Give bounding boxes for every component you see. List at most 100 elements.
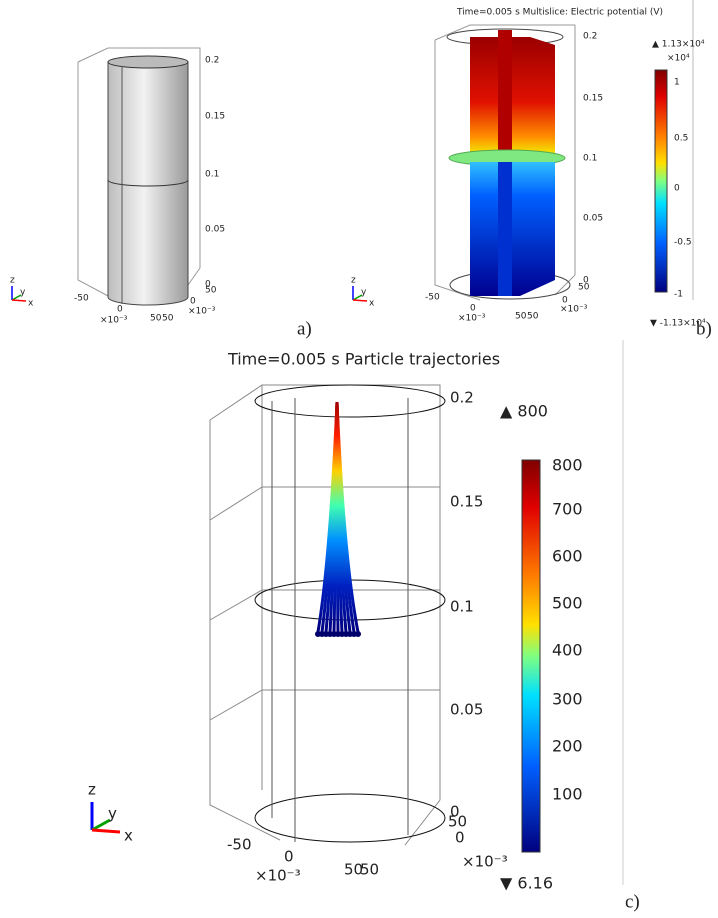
colorbar-tick-label: 200 xyxy=(552,737,583,756)
plot-title: Time=0.005 s Particle trajectories xyxy=(227,350,500,369)
triad-label: x xyxy=(369,299,375,309)
z-tick-label: 0.15 xyxy=(205,112,225,122)
triad-x xyxy=(352,299,368,302)
z-tick-label: 0.1 xyxy=(583,154,597,164)
panel-label: c) xyxy=(625,891,640,912)
colorbar-tick-label: 700 xyxy=(552,500,583,519)
y-exponent: ×10⁻³ xyxy=(188,307,216,317)
x-tick-label: 50 xyxy=(515,312,527,322)
slice-upper xyxy=(498,30,512,155)
triad-label: x xyxy=(28,299,34,309)
z-tick-label: 0 xyxy=(450,803,460,821)
frame xyxy=(404,799,441,846)
y-tick-label: 50 xyxy=(527,312,539,322)
panel-label: a) xyxy=(297,318,312,339)
x-tick-label: -50 xyxy=(74,294,89,304)
z-tick-label: 0.05 xyxy=(450,701,483,719)
x-tick-label: 0 xyxy=(117,305,123,315)
frame xyxy=(77,62,111,298)
axis-triad xyxy=(352,286,368,302)
cylinder-seam xyxy=(107,179,189,187)
plot-title: Time=0.005 s Multislice: Electric potent… xyxy=(456,8,663,18)
y-exponent: ×10⁻³ xyxy=(560,305,588,315)
colorbar-min: ▼ -1.13×10⁴ xyxy=(650,319,706,329)
cylinder-top xyxy=(254,384,446,418)
triad-label: z xyxy=(88,781,96,799)
triad-label: z xyxy=(10,276,15,286)
y-tick-label: 50 xyxy=(162,314,174,324)
axis-triad xyxy=(90,802,121,834)
triad-x xyxy=(11,299,27,302)
colorbar-tick-label: 800 xyxy=(552,456,583,475)
x-exponent: ×10⁻³ xyxy=(458,314,486,324)
y-tick-label: 50 xyxy=(448,813,467,831)
panel-a xyxy=(77,47,201,306)
frame xyxy=(77,47,201,268)
y-tick-label: 0 xyxy=(562,296,568,306)
triad-label: y xyxy=(20,288,26,298)
z-tick-label: 0.2 xyxy=(583,32,597,42)
x-tick-label: -50 xyxy=(425,293,440,303)
colorbar-tick-label: 100 xyxy=(552,785,583,804)
colorbar-max: ▲ 800 xyxy=(500,402,548,421)
colorbar xyxy=(654,69,668,293)
x-tick-label: -50 xyxy=(227,836,252,854)
x-exponent: ×10⁻³ xyxy=(255,867,301,885)
x-tick-label: 50 xyxy=(150,314,162,324)
frame xyxy=(434,40,481,301)
axis-triad xyxy=(11,286,27,302)
x-tick-label: 0 xyxy=(284,848,294,866)
triad-x xyxy=(91,828,121,834)
colorbar-tick-label: 400 xyxy=(552,641,583,660)
y-tick-label: 0 xyxy=(455,829,465,847)
trajectory xyxy=(335,401,360,633)
colorbar-tick-label: -1 xyxy=(674,290,683,300)
z-tick-label: 0.05 xyxy=(205,225,225,235)
frame xyxy=(434,24,576,275)
slice-lower xyxy=(470,162,555,296)
frame xyxy=(187,267,201,286)
triad-y xyxy=(91,818,111,832)
y-exponent: ×10⁻³ xyxy=(462,853,508,871)
frame xyxy=(554,274,576,296)
z-tick-label: 0.15 xyxy=(450,493,483,511)
triad-y xyxy=(352,294,363,301)
grid xyxy=(209,486,263,521)
panel-b xyxy=(434,0,694,301)
colorbar-tick-label: 0.5 xyxy=(674,134,688,144)
x-exponent: ×10⁻³ xyxy=(100,316,128,326)
panel-c xyxy=(209,340,624,885)
cylinder-bottom xyxy=(254,793,446,843)
frame xyxy=(209,420,281,841)
grid xyxy=(209,689,263,721)
y-tick-label: 50 xyxy=(578,283,590,293)
colorbar-min: ▼ 6.16 xyxy=(500,874,553,893)
triad-y xyxy=(11,294,22,301)
slice-lower xyxy=(498,162,512,296)
colorbar-exponent: ×10⁴ xyxy=(667,54,690,64)
z-tick-label: 0.1 xyxy=(450,598,474,616)
z-tick-label: 0 xyxy=(205,280,211,290)
triad-label: z xyxy=(351,276,356,286)
z-tick-label: 0.2 xyxy=(450,389,474,407)
colorbar-tick-label: 500 xyxy=(552,594,583,613)
z-tick-label: 0.15 xyxy=(583,94,603,104)
colorbar xyxy=(521,459,541,853)
grid xyxy=(209,589,263,621)
triad-label: x xyxy=(124,827,133,845)
cylinder xyxy=(107,61,189,306)
colorbar-tick-label: -0.5 xyxy=(674,238,692,248)
z-tick-label: 0.2 xyxy=(205,56,219,66)
x-tick-label: 0 xyxy=(470,304,476,314)
slice-upper xyxy=(470,37,555,155)
x-tick-label: 50 xyxy=(344,861,363,879)
y-tick-label: 50 xyxy=(205,286,217,296)
z-tick-label: 0.1 xyxy=(205,170,219,180)
triad-label: y xyxy=(108,805,117,823)
colorbar-tick-label: 0 xyxy=(674,184,680,194)
y-tick-label: 0 xyxy=(190,297,196,307)
colorbar-max: ▲ 1.13×10⁴ xyxy=(652,40,705,50)
z-tick-label: 0.05 xyxy=(583,214,603,224)
triad-label: y xyxy=(361,288,367,298)
